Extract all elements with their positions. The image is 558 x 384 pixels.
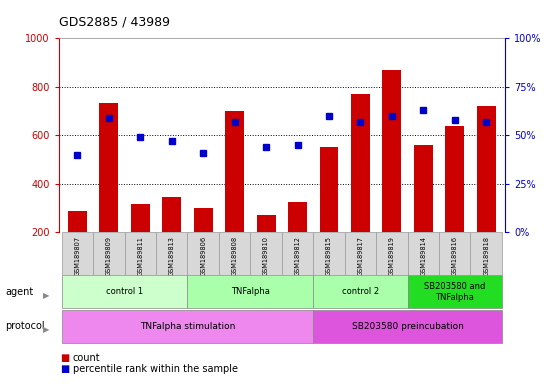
Text: GSM189812: GSM189812 xyxy=(295,236,301,276)
Text: control 1: control 1 xyxy=(106,287,143,296)
Text: GSM189819: GSM189819 xyxy=(389,236,395,276)
Text: GSM189815: GSM189815 xyxy=(326,236,332,276)
Bar xyxy=(345,232,376,275)
Bar xyxy=(313,232,345,275)
Bar xyxy=(131,204,150,232)
Bar xyxy=(288,202,307,232)
Bar xyxy=(219,232,251,275)
Text: percentile rank within the sample: percentile rank within the sample xyxy=(73,364,238,374)
Bar xyxy=(445,126,464,232)
Bar xyxy=(187,275,313,308)
Bar xyxy=(414,145,432,232)
Text: ■: ■ xyxy=(60,364,70,374)
Text: GSM189809: GSM189809 xyxy=(106,236,112,276)
Bar xyxy=(187,232,219,275)
Bar xyxy=(93,232,124,275)
Bar xyxy=(62,310,313,343)
Text: GDS2885 / 43989: GDS2885 / 43989 xyxy=(59,15,170,28)
Text: TNFalpha: TNFalpha xyxy=(231,287,270,296)
Text: protocol: protocol xyxy=(6,321,45,331)
Bar xyxy=(282,232,313,275)
Bar xyxy=(470,232,502,275)
Text: GSM189813: GSM189813 xyxy=(169,236,175,276)
Text: SB203580 preincubation: SB203580 preincubation xyxy=(352,322,464,331)
Text: count: count xyxy=(73,353,100,363)
Bar xyxy=(68,210,87,232)
Text: GSM189811: GSM189811 xyxy=(137,236,143,276)
Bar xyxy=(313,310,502,343)
Bar xyxy=(124,232,156,275)
Text: GSM189816: GSM189816 xyxy=(451,236,458,276)
Bar xyxy=(62,232,93,275)
Text: control 2: control 2 xyxy=(342,287,379,296)
Text: TNFalpha stimulation: TNFalpha stimulation xyxy=(140,322,235,331)
Text: GSM189810: GSM189810 xyxy=(263,236,269,276)
Bar xyxy=(313,275,407,308)
Bar xyxy=(376,232,407,275)
Bar xyxy=(351,94,370,232)
Bar xyxy=(407,232,439,275)
Text: GSM189818: GSM189818 xyxy=(483,236,489,276)
Bar xyxy=(251,232,282,275)
Text: GSM189814: GSM189814 xyxy=(420,236,426,276)
Bar xyxy=(439,232,470,275)
Bar xyxy=(62,275,187,308)
Bar xyxy=(156,232,187,275)
Bar xyxy=(320,147,338,232)
Text: GSM189806: GSM189806 xyxy=(200,236,206,276)
Text: GSM189808: GSM189808 xyxy=(232,236,238,276)
Bar xyxy=(162,197,181,232)
Bar xyxy=(99,103,118,232)
Bar xyxy=(477,106,496,232)
Text: GSM189807: GSM189807 xyxy=(74,236,80,276)
Text: SB203580 and
TNFalpha: SB203580 and TNFalpha xyxy=(424,282,485,301)
Text: agent: agent xyxy=(6,287,34,297)
Bar xyxy=(257,215,276,232)
Bar xyxy=(382,70,401,232)
Bar xyxy=(225,111,244,232)
Text: ■: ■ xyxy=(60,353,70,363)
Text: ▶: ▶ xyxy=(42,291,49,300)
Bar xyxy=(407,275,502,308)
Text: ▶: ▶ xyxy=(42,325,49,334)
Bar xyxy=(194,208,213,232)
Text: GSM189817: GSM189817 xyxy=(357,236,363,276)
